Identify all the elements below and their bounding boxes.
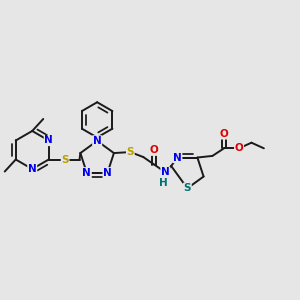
Text: O: O [150,145,159,155]
Text: S: S [127,147,134,157]
Text: N: N [44,136,53,146]
Text: N: N [173,152,182,163]
Text: N: N [28,164,37,174]
Text: N: N [93,136,101,146]
Text: S: S [61,154,69,164]
Text: N: N [161,167,170,177]
Text: O: O [235,143,243,153]
Text: N: N [103,168,112,178]
Text: H: H [159,178,167,188]
Text: S: S [184,183,191,193]
Text: N: N [82,168,91,178]
Text: O: O [220,129,228,139]
